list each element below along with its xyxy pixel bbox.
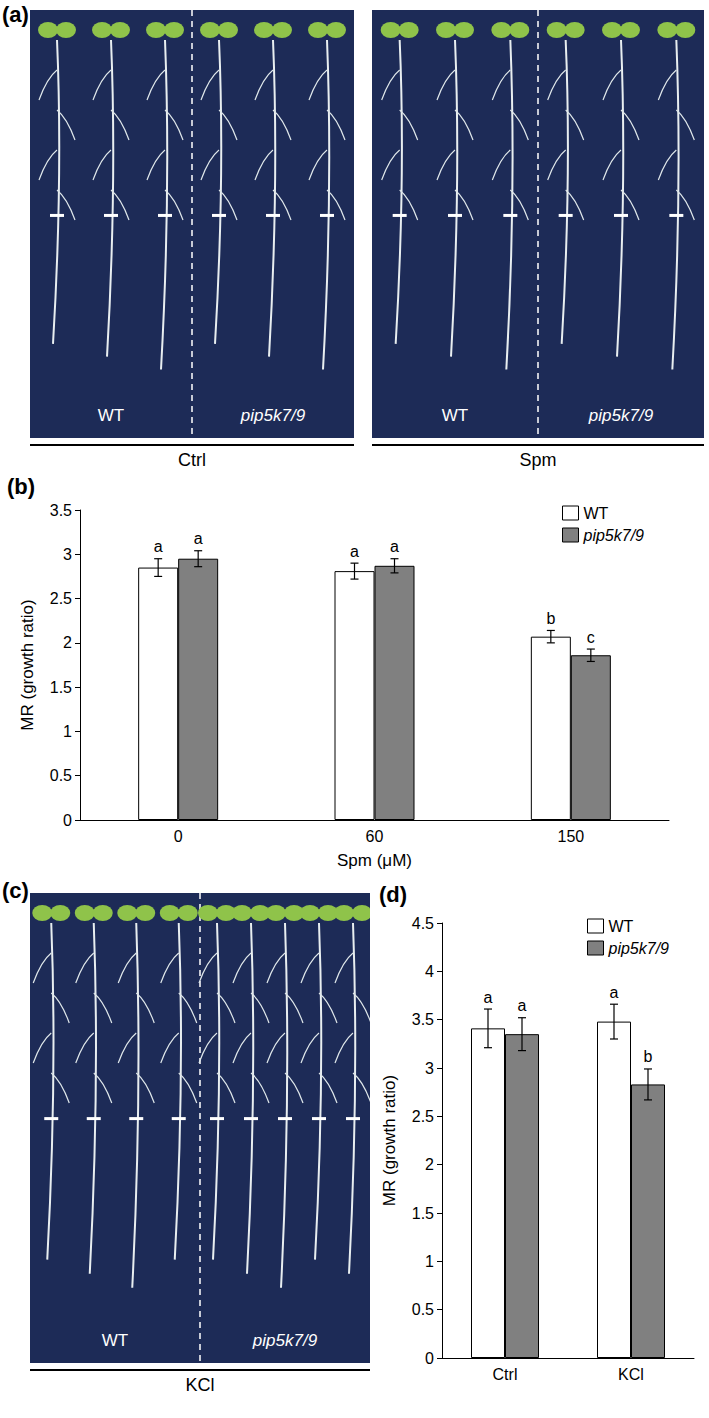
- svg-text:1: 1: [425, 1253, 434, 1270]
- svg-text:1.5: 1.5: [412, 1205, 434, 1222]
- svg-text:a: a: [194, 530, 203, 547]
- svg-text:3: 3: [63, 546, 72, 563]
- html-text:KCl: KCl: [185, 1375, 215, 1395]
- html-text:(a): (a): [2, 2, 29, 27]
- html-text:WT: WT: [97, 406, 125, 425]
- html-text:Spm: Spm: [519, 450, 557, 470]
- svg-text:60: 60: [366, 828, 384, 845]
- svg-text:3.5: 3.5: [50, 502, 72, 519]
- svg-text:c: c: [587, 629, 595, 646]
- svg-text:2.5: 2.5: [50, 590, 72, 607]
- svg-text:0: 0: [63, 812, 72, 829]
- svg-text:pip5k7/9: pip5k7/9: [583, 527, 645, 544]
- svg-text:0: 0: [174, 828, 183, 845]
- html-text:(c): (c): [2, 878, 29, 903]
- html-text:WT: WT: [441, 406, 469, 425]
- svg-text:4.5: 4.5: [412, 915, 434, 932]
- html-text:Ctrl: Ctrl: [178, 450, 206, 470]
- html-text:WT: WT: [101, 1331, 129, 1350]
- svg-text:Spm (μM): Spm (μM): [337, 851, 412, 870]
- svg-text:MR (growth ratio): MR (growth ratio): [380, 1075, 399, 1206]
- svg-text:0.5: 0.5: [50, 767, 72, 784]
- svg-text:WT: WT: [609, 918, 634, 935]
- svg-text:MR (growth ratio): MR (growth ratio): [18, 599, 37, 730]
- svg-text:0: 0: [425, 1350, 434, 1367]
- svg-text:Ctrl: Ctrl: [493, 1366, 518, 1383]
- svg-text:b: b: [546, 610, 555, 627]
- svg-text:0.5: 0.5: [412, 1301, 434, 1318]
- svg-text:(d): (d): [379, 882, 407, 907]
- svg-text:2.5: 2.5: [412, 1108, 434, 1125]
- svg-text:3.5: 3.5: [412, 1011, 434, 1028]
- svg-text:1.5: 1.5: [50, 679, 72, 696]
- svg-text:a: a: [518, 997, 527, 1014]
- html-text:pip5k7/9: pip5k7/9: [240, 406, 306, 425]
- svg-text:b: b: [644, 1048, 653, 1065]
- svg-text:(b): (b): [7, 474, 35, 499]
- svg-text:a: a: [484, 989, 493, 1006]
- svg-text:a: a: [350, 543, 359, 560]
- svg-text:1: 1: [63, 723, 72, 740]
- svg-text:pip5k7/9: pip5k7/9: [608, 940, 670, 957]
- svg-text:WT: WT: [584, 505, 609, 522]
- svg-text:4: 4: [425, 963, 434, 980]
- svg-text:2: 2: [425, 1156, 434, 1173]
- svg-text:a: a: [390, 538, 399, 555]
- svg-text:a: a: [154, 538, 163, 555]
- svg-text:150: 150: [557, 828, 584, 845]
- html-text:pip5k7/9: pip5k7/9: [252, 1331, 318, 1350]
- svg-text:KCl: KCl: [618, 1366, 644, 1383]
- html-text:pip5k7/9: pip5k7/9: [588, 406, 654, 425]
- svg-text:3: 3: [425, 1060, 434, 1077]
- svg-text:2: 2: [63, 634, 72, 651]
- svg-text:a: a: [610, 984, 619, 1001]
